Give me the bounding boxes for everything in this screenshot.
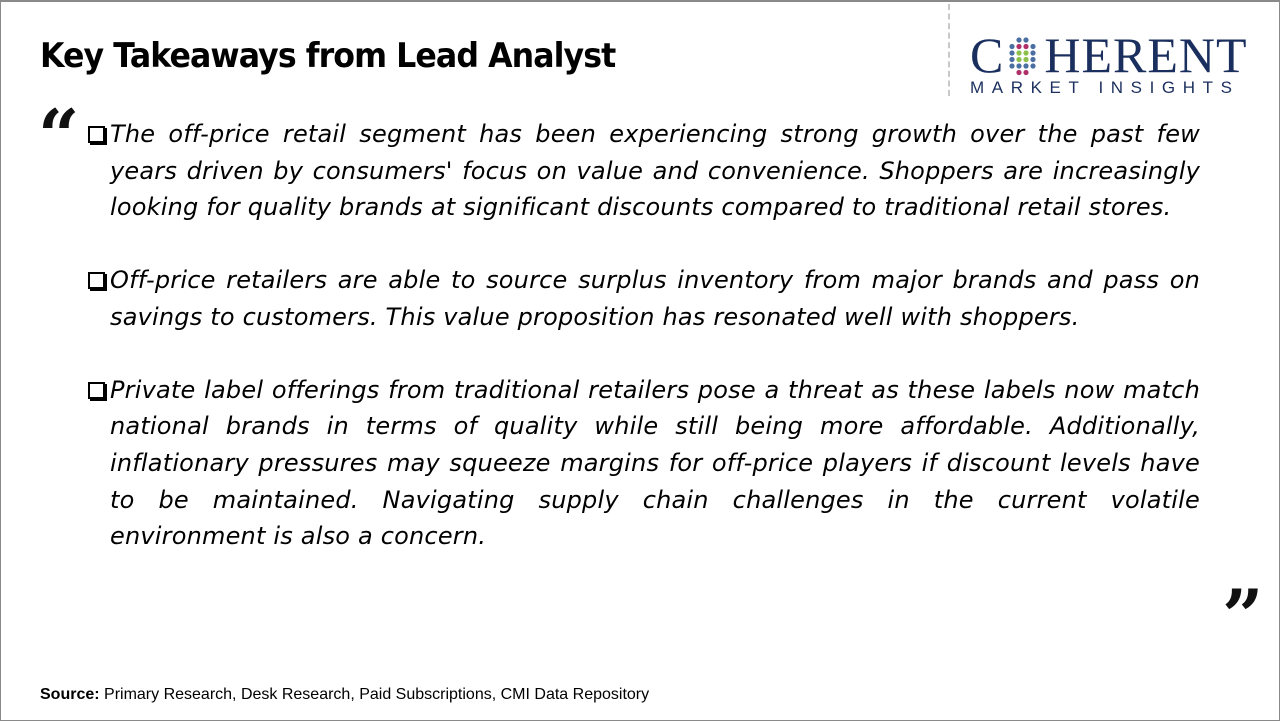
source-label: Source: (40, 686, 100, 703)
bullet-text: Off-price retailers are able to source s… (110, 266, 1200, 331)
list-item: Private label offerings from traditional… (88, 372, 1200, 556)
list-item: The off-price retail segment has been ex… (88, 116, 1200, 226)
checkbox-bullet-icon (88, 126, 105, 143)
globe-dot (1016, 56, 1022, 63)
globe-dot (1016, 37, 1022, 43)
globe-dot (1030, 56, 1036, 63)
globe-dot (1009, 63, 1015, 69)
bullet-text: The off-price retail segment has been ex… (110, 120, 1200, 222)
checkbox-bullet-icon (88, 381, 105, 399)
coherent-logo: C HERENT MARKET INSIGHTS (970, 30, 1260, 100)
divider (948, 4, 950, 96)
globe-dot (1009, 50, 1015, 56)
logo-wordmark: C HERENT (970, 27, 1248, 83)
globe-dot (1023, 69, 1029, 76)
globe-dot (1023, 50, 1029, 56)
list-item: Off-price retailers are able to source s… (88, 262, 1200, 335)
globe-dot (1016, 50, 1022, 56)
logo-tagline: MARKET INSIGHTS (970, 78, 1240, 97)
globe-dots-icon (1009, 37, 1036, 76)
globe-dot (1030, 43, 1036, 50)
globe-dot (1030, 63, 1036, 69)
globe-dot (1023, 56, 1029, 63)
close-quote-icon: ” (1222, 573, 1264, 658)
globe-dot (1016, 69, 1022, 76)
open-quote-icon: “ (38, 93, 80, 178)
bullet-text: Private label offerings from traditional… (110, 375, 1200, 551)
globe-dot (1009, 56, 1015, 63)
takeaways-list: The off-price retail segment has been ex… (88, 116, 1200, 591)
globe-dot (1016, 63, 1022, 69)
globe-dot (1030, 50, 1036, 56)
globe-dot (1016, 43, 1022, 50)
globe-dot (1009, 43, 1015, 50)
globe-dot (1023, 37, 1029, 43)
source-text: Primary Research, Desk Research, Paid Su… (99, 686, 650, 703)
globe-dot (1023, 63, 1029, 69)
page-title: Key Takeaways from Lead Analyst (40, 36, 616, 76)
globe-dot (1023, 43, 1029, 50)
checkbox-bullet-icon (88, 272, 105, 290)
source-note: Source: Primary Research, Desk Research,… (40, 686, 649, 704)
